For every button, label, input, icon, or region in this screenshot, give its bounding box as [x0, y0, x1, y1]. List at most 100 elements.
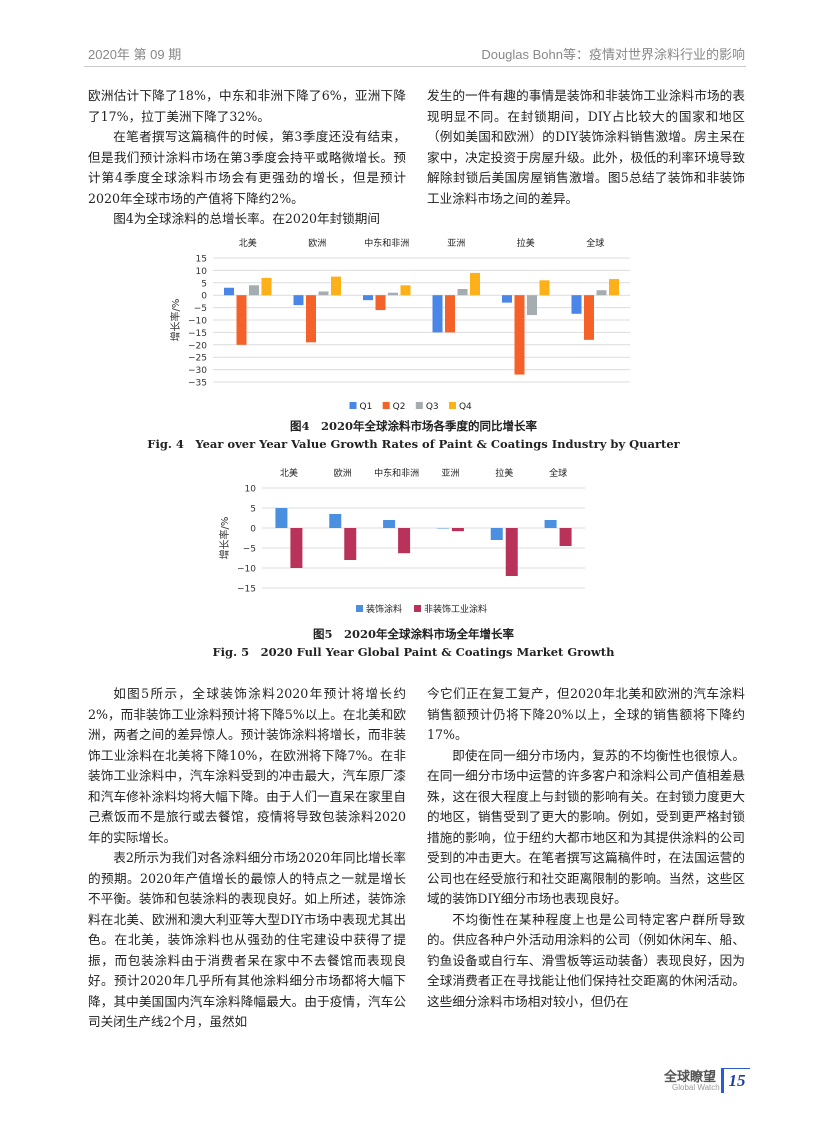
- top-right-column: 发生的一件有趣的事情是装饰和非装饰工业涂料市场的表现明显不同。在封锁期间，DIY…: [427, 86, 745, 209]
- bar-非装饰工业涂料: [398, 528, 411, 554]
- bar-装饰涂料: [329, 514, 342, 528]
- y-tick-label: 0: [201, 292, 207, 302]
- bar-非装饰工业涂料: [451, 528, 464, 532]
- bar-非装饰工业涂料: [505, 528, 518, 576]
- top-left-column: 欧洲估计下降了18%，中东和非洲下降了6%，亚洲下降了17%，拉丁美洲下降了32…: [88, 86, 406, 230]
- figure-4-chart: 15 10 5 0 −5 −10 −15 −20 −25 −30 −35 增长率/% 北美 欧洲 中东和非洲…: [169, 237, 630, 412]
- y-tick-label: 5: [201, 279, 207, 289]
- journal-name-en: Global Watch: [672, 1083, 720, 1092]
- header-divider: [84, 66, 746, 67]
- page-number: 15: [721, 1068, 750, 1093]
- figure-5-chart: 10 5 0 −5 −10 −15 增长率/% 北美 欧洲 中东和非洲 亚洲 拉美 全球装饰涂料 非装饰工…: [218, 467, 585, 615]
- bar-装饰涂料: [490, 528, 503, 540]
- paragraph: 欧洲估计下降了18%，中东和非洲下降了6%，亚洲下降了17%，拉丁美洲下降了32…: [88, 88, 406, 124]
- figure-4-caption-cn: 图4 2020年全球涂料市场各季度的同比增长率: [289, 419, 537, 433]
- bar-非装饰工业涂料: [290, 528, 303, 568]
- bar-Q1: [363, 295, 373, 301]
- category-label: 全球: [586, 237, 604, 249]
- y-tick-label: −15: [237, 585, 256, 595]
- y-tick-label: −25: [188, 354, 207, 364]
- bar-Q3: [596, 290, 607, 296]
- bar-装饰涂料: [544, 520, 557, 528]
- y-tick-label: 15: [196, 255, 207, 265]
- bar-Q3: [388, 292, 398, 296]
- y-tick-label: −10: [188, 317, 207, 327]
- paragraph: 如图5所示，全球装饰涂料2020年预计将增长约2%，而非装饰工业涂料预计将下降5…: [88, 686, 406, 845]
- y-tick-label: 10: [196, 267, 208, 277]
- journal-name-cn: 全球瞭望: [664, 1070, 717, 1085]
- paragraph: 今它们正在复工复产，但2020年北美和欧洲的汽车涂料销售额预计仍将下降20%以上…: [427, 686, 745, 742]
- figure-5-caption-en: Fig. 5 2020 Full Year Global Paint & Coa…: [212, 645, 615, 659]
- paragraph: 发生的一件有趣的事情是装饰和非装饰工业涂料市场的表现明显不同。在封锁期间，DIY…: [427, 88, 745, 206]
- bar-非装饰工业涂料: [344, 528, 357, 560]
- legend-label: Q3: [426, 402, 439, 412]
- y-axis-label: 增长率/%: [218, 517, 231, 560]
- bar-Q1: [293, 295, 304, 306]
- y-tick-label: −30: [188, 366, 207, 376]
- category-label: 亚洲: [447, 238, 465, 249]
- y-tick-label: −5: [243, 545, 256, 555]
- bar-Q3: [318, 291, 329, 296]
- legend-label: Q2: [393, 402, 406, 412]
- bar-Q2: [514, 295, 525, 375]
- legend-swatch: [349, 402, 357, 409]
- bar-Q2: [236, 295, 247, 345]
- bottom-left-column: 如图5所示，全球装饰涂料2020年预计将增长约2%，而非装饰工业涂料预计将下降5…: [88, 684, 406, 1033]
- category-label: 中东和非洲: [374, 467, 419, 479]
- bar-Q4: [539, 280, 550, 296]
- bar-Q4: [470, 272, 480, 296]
- y-tick-label: −5: [194, 304, 207, 314]
- legend-swatch: [448, 402, 456, 409]
- category-label: 拉美: [517, 237, 535, 249]
- bar-Q2: [445, 295, 455, 333]
- article-header: Douglas Bohn等：疫情对世界涂料行业的影响: [481, 47, 745, 62]
- y-tick-label: −15: [188, 329, 207, 339]
- legend-swatch: [382, 402, 390, 409]
- legend-swatch: [414, 605, 421, 612]
- category-label: 北美: [280, 467, 298, 479]
- bar-装饰涂料: [383, 520, 396, 528]
- legend-swatch: [415, 402, 423, 409]
- bar-Q3: [249, 285, 259, 296]
- bottom-right-column: 今它们正在复工复产，但2020年北美和欧洲的汽车涂料销售额预计仍将下降20%以上…: [427, 684, 745, 1012]
- legend-label: 非装饰工业涂料: [424, 603, 487, 615]
- legend-swatch: [356, 605, 363, 612]
- category-label: 全球: [549, 467, 567, 479]
- bar-非装饰工业涂料: [559, 528, 572, 546]
- figure-4-caption-en: Fig. 4 Year over Year Value Growth Rates…: [147, 437, 680, 451]
- y-tick-label: −10: [237, 565, 256, 575]
- category-label: 中东和非洲: [364, 237, 409, 249]
- legend-label: Q4: [459, 402, 472, 412]
- bar-Q2: [584, 295, 594, 340]
- legend-label: 装饰涂料: [366, 603, 402, 615]
- category-label: 拉美: [495, 467, 513, 479]
- bar-Q3: [457, 289, 468, 296]
- bar-Q3: [527, 295, 537, 316]
- figure-5-caption-cn: 图5 2020年全球涂料市场全年增长率: [312, 627, 514, 641]
- bar-装饰涂料: [275, 508, 288, 528]
- legend-label: Q1: [360, 402, 373, 412]
- y-tick-label: −35: [188, 379, 207, 389]
- bar-Q1: [432, 295, 443, 333]
- paragraph: 表2所示为我们对各涂料细分市场2020年同比增长率的预期。2020年产值增长的最…: [88, 850, 406, 1029]
- issue-header: 2020年 第 09 期: [88, 47, 182, 62]
- category-label: 亚洲: [441, 468, 459, 479]
- y-tick-label: 10: [245, 485, 257, 495]
- bar-Q4: [261, 277, 272, 296]
- y-axis-label: 增长率/%: [169, 299, 182, 342]
- category-label: 欧洲: [334, 467, 352, 479]
- bar-Q2: [375, 295, 386, 311]
- bar-Q2: [306, 295, 316, 343]
- bar-Q1: [571, 295, 582, 314]
- paragraph: 即使在同一细分市场内，复苏的不均衡性也很惊人。在同一细分市场中运营的许多客户和涂…: [427, 747, 745, 907]
- bar-Q4: [331, 276, 341, 296]
- category-label: 欧洲: [308, 237, 326, 249]
- paragraph: 在笔者撰写这篇稿件的时候，第3季度还没有结束，但是我们预计涂料市场在第3季度会持…: [88, 129, 406, 206]
- bar-Q4: [609, 279, 619, 296]
- y-tick-label: −20: [188, 341, 207, 351]
- paragraph: 图4为全球涂料的总增长率。在2020年封锁期间: [113, 211, 380, 226]
- bar-Q1: [224, 287, 234, 296]
- y-tick-label: 5: [250, 505, 256, 515]
- bar-装饰涂料: [436, 528, 449, 529]
